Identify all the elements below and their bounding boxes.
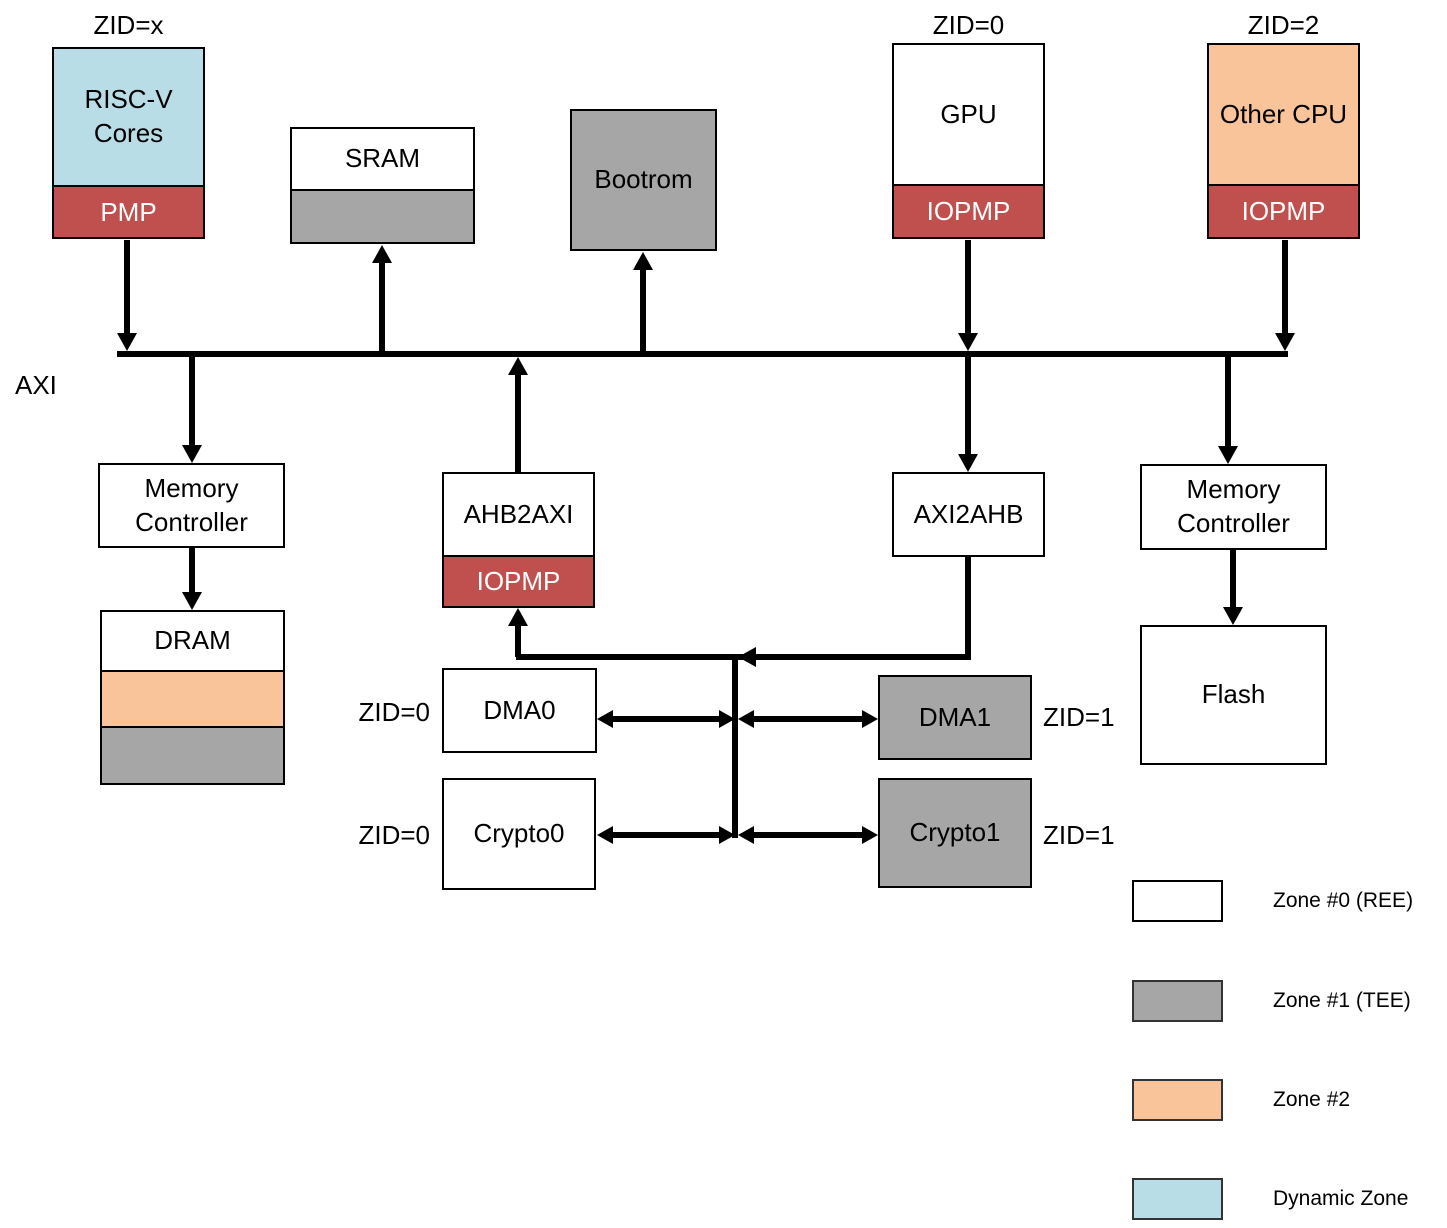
other-cpu-label: Other CPU [1209, 45, 1358, 184]
bus-to-axi2ahb-arrowhead [958, 454, 978, 472]
to-iopmp-line [515, 626, 521, 657]
dma1-label: DMA1 [880, 677, 1030, 758]
legend-label-zone2: Zone #2 [1273, 1088, 1351, 1111]
legend-swatch-dynamic [1132, 1178, 1223, 1220]
legend-label-dynamic: Dynamic Zone [1273, 1187, 1409, 1210]
zid-label-riscv: ZID=x [93, 10, 164, 40]
memory-controller-right-label: Memory Controller [1177, 474, 1290, 538]
node-gpu: GPU IOPMP [892, 43, 1045, 239]
gpu-to-bus-arrowhead [958, 333, 978, 351]
ahb2axi-to-bus-line [515, 375, 521, 472]
trunk-dma1-line [752, 716, 864, 722]
dram-zone1-region [102, 726, 283, 783]
legend-swatch-zone2 [1132, 1079, 1223, 1121]
node-crypto1: Crypto1 [878, 778, 1032, 888]
zid-label-crypto0: ZID=0 [358, 820, 430, 850]
zid-label-other-cpu: ZID=2 [1247, 10, 1320, 40]
bus-to-bootrom-arrowhead [633, 252, 653, 270]
dma0-trunk-line [611, 716, 721, 722]
gpu-label: GPU [940, 98, 997, 129]
axi-bus-line [117, 351, 1288, 357]
ahb2axi-label: AHB2AXI [463, 498, 574, 529]
zid-label-gpu: ZID=0 [932, 10, 1005, 40]
axi-bus-label: AXI [15, 370, 57, 400]
bus-to-axi2ahb-line [965, 357, 971, 454]
other-cpu-iopmp-band: IOPMP [1209, 184, 1358, 237]
node-axi2ahb: AXI2AHB [892, 472, 1045, 557]
legend-item-zone2: Zone #2 [1132, 1079, 1350, 1121]
node-dram: DRAM [100, 610, 285, 785]
node-memory-controller-left: Memory Controller [98, 463, 285, 548]
flash-label: Flash [1201, 679, 1266, 710]
zid-label-dma0: ZID=0 [358, 697, 430, 727]
gpu-iopmp-band: IOPMP [894, 184, 1043, 237]
legend-item-dynamic: Dynamic Zone [1132, 1178, 1408, 1220]
legend-label-zone0: Zone #0 (REE) [1273, 889, 1414, 912]
trunk-dma1-arrowhead-left [738, 710, 754, 728]
pmp-to-bus-line [124, 240, 130, 333]
riscv-cores-label: RISC-V Cores [54, 49, 203, 185]
memctrl-right-to-flash-line [1230, 550, 1236, 607]
pmp-to-bus-arrowhead [117, 333, 137, 351]
ahb2axi-to-bus-arrowhead [508, 357, 528, 375]
axi2ahb-down-line [965, 557, 971, 660]
node-riscv-cores: RISC-V Cores PMP [52, 47, 205, 239]
legend-swatch-zone1 [1132, 980, 1223, 1022]
legend-item-zone1: Zone #1 (TEE) [1132, 980, 1411, 1022]
bus-to-bootrom-line [640, 270, 646, 351]
node-flash: Flash [1140, 625, 1327, 765]
dma0-trunk-arrowhead-left [597, 710, 613, 728]
trunk-crypto1-arrowhead-left [738, 826, 754, 844]
node-crypto0: Crypto0 [442, 778, 596, 890]
node-ahb2axi: AHB2AXI IOPMP [442, 472, 595, 608]
to-iopmp-arrowhead [508, 608, 528, 626]
legend-item-zone0: Zone #0 (REE) [1132, 880, 1413, 922]
node-memory-controller-right: Memory Controller [1140, 464, 1327, 550]
dram-label: DRAM [154, 625, 231, 656]
crypto1-label: Crypto1 [880, 780, 1030, 886]
trunk-crypto1-line [752, 832, 864, 838]
bus-to-memctrl-right-line [1225, 357, 1231, 446]
bus-to-sram-arrowhead [372, 245, 392, 263]
crypto0-trunk-arrowhead-right [719, 826, 735, 844]
memctrl-right-to-flash-arrowhead [1223, 607, 1243, 625]
sram-secure-region [292, 189, 473, 242]
memctrl-left-to-dram-arrowhead [182, 592, 202, 610]
peripheral-trunk-line [732, 654, 738, 838]
other-cpu-to-bus-arrowhead [1275, 333, 1295, 351]
node-sram: SRAM [290, 127, 475, 244]
legend-swatch-zone0 [1132, 880, 1223, 922]
trunk-crypto1-arrowhead-right [862, 826, 878, 844]
node-dma1: DMA1 [878, 675, 1032, 760]
bus-to-memctrl-left-arrowhead [182, 445, 202, 463]
gpu-to-bus-line [965, 240, 971, 333]
dma0-label: DMA0 [483, 694, 556, 725]
memory-controller-left-label: Memory Controller [135, 472, 248, 537]
bus-to-sram-line [379, 263, 385, 351]
dma0-trunk-arrowhead-right [719, 710, 735, 728]
memctrl-left-to-dram-line [189, 548, 195, 592]
zid-label-dma1: ZID=1 [1043, 702, 1115, 732]
node-other-cpu: Other CPU IOPMP [1207, 43, 1360, 239]
dram-zone2-region [102, 670, 283, 726]
axi2ahb-label: AXI2AHB [913, 498, 1024, 529]
trunk-dma1-arrowhead-right [862, 710, 878, 728]
bus-to-memctrl-right-arrowhead [1218, 446, 1238, 464]
zid-label-crypto1: ZID=1 [1043, 820, 1115, 850]
ahb-cross-arrowhead [738, 647, 756, 667]
crypto0-label: Crypto0 [473, 818, 565, 849]
crypto0-trunk-arrowhead-left [597, 826, 613, 844]
other-cpu-to-bus-line [1282, 240, 1288, 333]
bootrom-label: Bootrom [572, 111, 715, 249]
ahb2axi-iopmp-band: IOPMP [444, 555, 593, 606]
sram-label: SRAM [344, 143, 421, 174]
legend-label-zone1: Zone #1 (TEE) [1273, 989, 1411, 1012]
node-dma0: DMA0 [442, 668, 597, 753]
bus-to-memctrl-left-line [189, 357, 195, 445]
crypto0-trunk-line [611, 832, 721, 838]
pmp-band: PMP [54, 185, 203, 237]
node-bootrom: Bootrom [570, 109, 717, 251]
